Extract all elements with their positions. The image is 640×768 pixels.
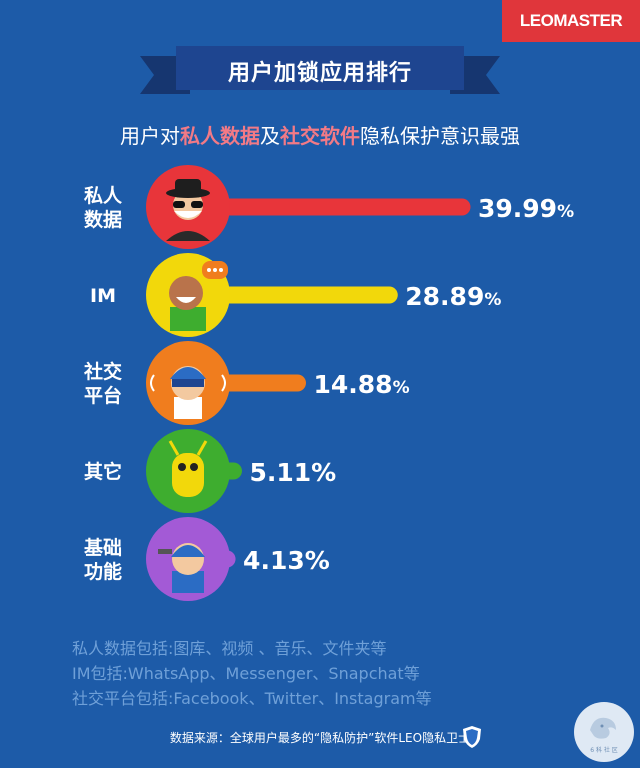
watermark-text: 6 科 社 区 bbox=[590, 746, 618, 754]
category-label: 私人 bbox=[84, 185, 123, 207]
value-label: 39.99% bbox=[478, 194, 574, 223]
icon-cap bbox=[170, 367, 206, 379]
subtitle-part: 及 bbox=[260, 124, 280, 148]
value-label: 5.11% bbox=[249, 458, 336, 487]
category-label: 功能 bbox=[84, 560, 122, 583]
icon-glasses bbox=[173, 201, 185, 208]
chat-person-icon bbox=[169, 261, 228, 331]
icon-cap bbox=[171, 545, 205, 557]
icon-eye bbox=[190, 463, 198, 471]
unit-suffix: % bbox=[393, 378, 410, 398]
note-line: 私人数据包括:图库、视频 、音乐、文件夹等 bbox=[72, 639, 387, 658]
icon-body bbox=[170, 307, 206, 331]
icon-hat bbox=[175, 179, 201, 194]
notes: 私人数据包括:图库、视频 、音乐、文件夹等 IM包括:WhatsApp、Messe… bbox=[72, 636, 432, 711]
chart-row: 私人数据 39.99% bbox=[84, 165, 574, 249]
headset-person-icon bbox=[150, 366, 226, 419]
value-label: 28.89% bbox=[405, 282, 501, 311]
note-line: 社交平台包括:Facebook、Twitter、Instagram等 bbox=[72, 689, 432, 708]
subtitle-part: 社交软件 bbox=[280, 124, 360, 148]
chart-title: 用户加锁应用排行 bbox=[227, 61, 412, 86]
icon-mask bbox=[174, 211, 202, 218]
icon-body bbox=[172, 453, 204, 497]
icon-body bbox=[172, 571, 204, 593]
ribbon-shape bbox=[140, 46, 500, 94]
worker-person-icon bbox=[158, 543, 205, 593]
subtitle-part: 用户对 bbox=[120, 124, 180, 148]
masked-person-icon bbox=[166, 179, 210, 241]
category-label: IM bbox=[90, 285, 116, 307]
subtitle-part: 私人数据 bbox=[180, 124, 260, 148]
icon-mouth bbox=[176, 297, 196, 303]
data-source: 数据来源：全球用户最多的“隐私防护”软件LEO隐私卫士 bbox=[169, 731, 471, 745]
icon-body bbox=[166, 231, 210, 241]
chart-row: 其它 5.11% bbox=[84, 429, 336, 513]
category-label: 其它 bbox=[84, 460, 122, 483]
chart-row: 社交平台 14.88% bbox=[83, 341, 410, 425]
brand-logo: LEOMASTER bbox=[502, 0, 640, 42]
icon-body bbox=[174, 397, 202, 419]
category-label: 数据 bbox=[84, 208, 122, 231]
chart-subtitle: 用户对私人数据及社交软件隐私保护意识最强 bbox=[0, 120, 640, 149]
green-alien-icon bbox=[168, 440, 208, 497]
icon-visor bbox=[172, 379, 204, 387]
category-label: 基础 bbox=[83, 536, 122, 559]
subtitle-part: 隐私保护意识最强 bbox=[360, 124, 520, 148]
unit-suffix: % bbox=[484, 290, 501, 310]
unit-suffix: % bbox=[557, 202, 574, 222]
category-label: 平台 bbox=[84, 384, 122, 407]
note-line: IM包括:WhatsApp、Messenger、Snapchat等 bbox=[72, 664, 420, 683]
icon-glasses bbox=[191, 201, 203, 208]
icon-eye bbox=[178, 463, 186, 471]
chart-row: IM 28.89% bbox=[90, 253, 501, 337]
value-label: 14.88% bbox=[313, 370, 409, 399]
icon-face bbox=[169, 276, 203, 310]
value-label: 4.13% bbox=[243, 546, 330, 575]
title-ribbon: 用户加锁应用排行 bbox=[140, 44, 500, 98]
shield-icon bbox=[463, 726, 481, 748]
icon-wrench bbox=[158, 549, 172, 554]
watermark-logo: 6 科 社 区 bbox=[574, 702, 634, 762]
category-label: 社交 bbox=[83, 360, 122, 383]
